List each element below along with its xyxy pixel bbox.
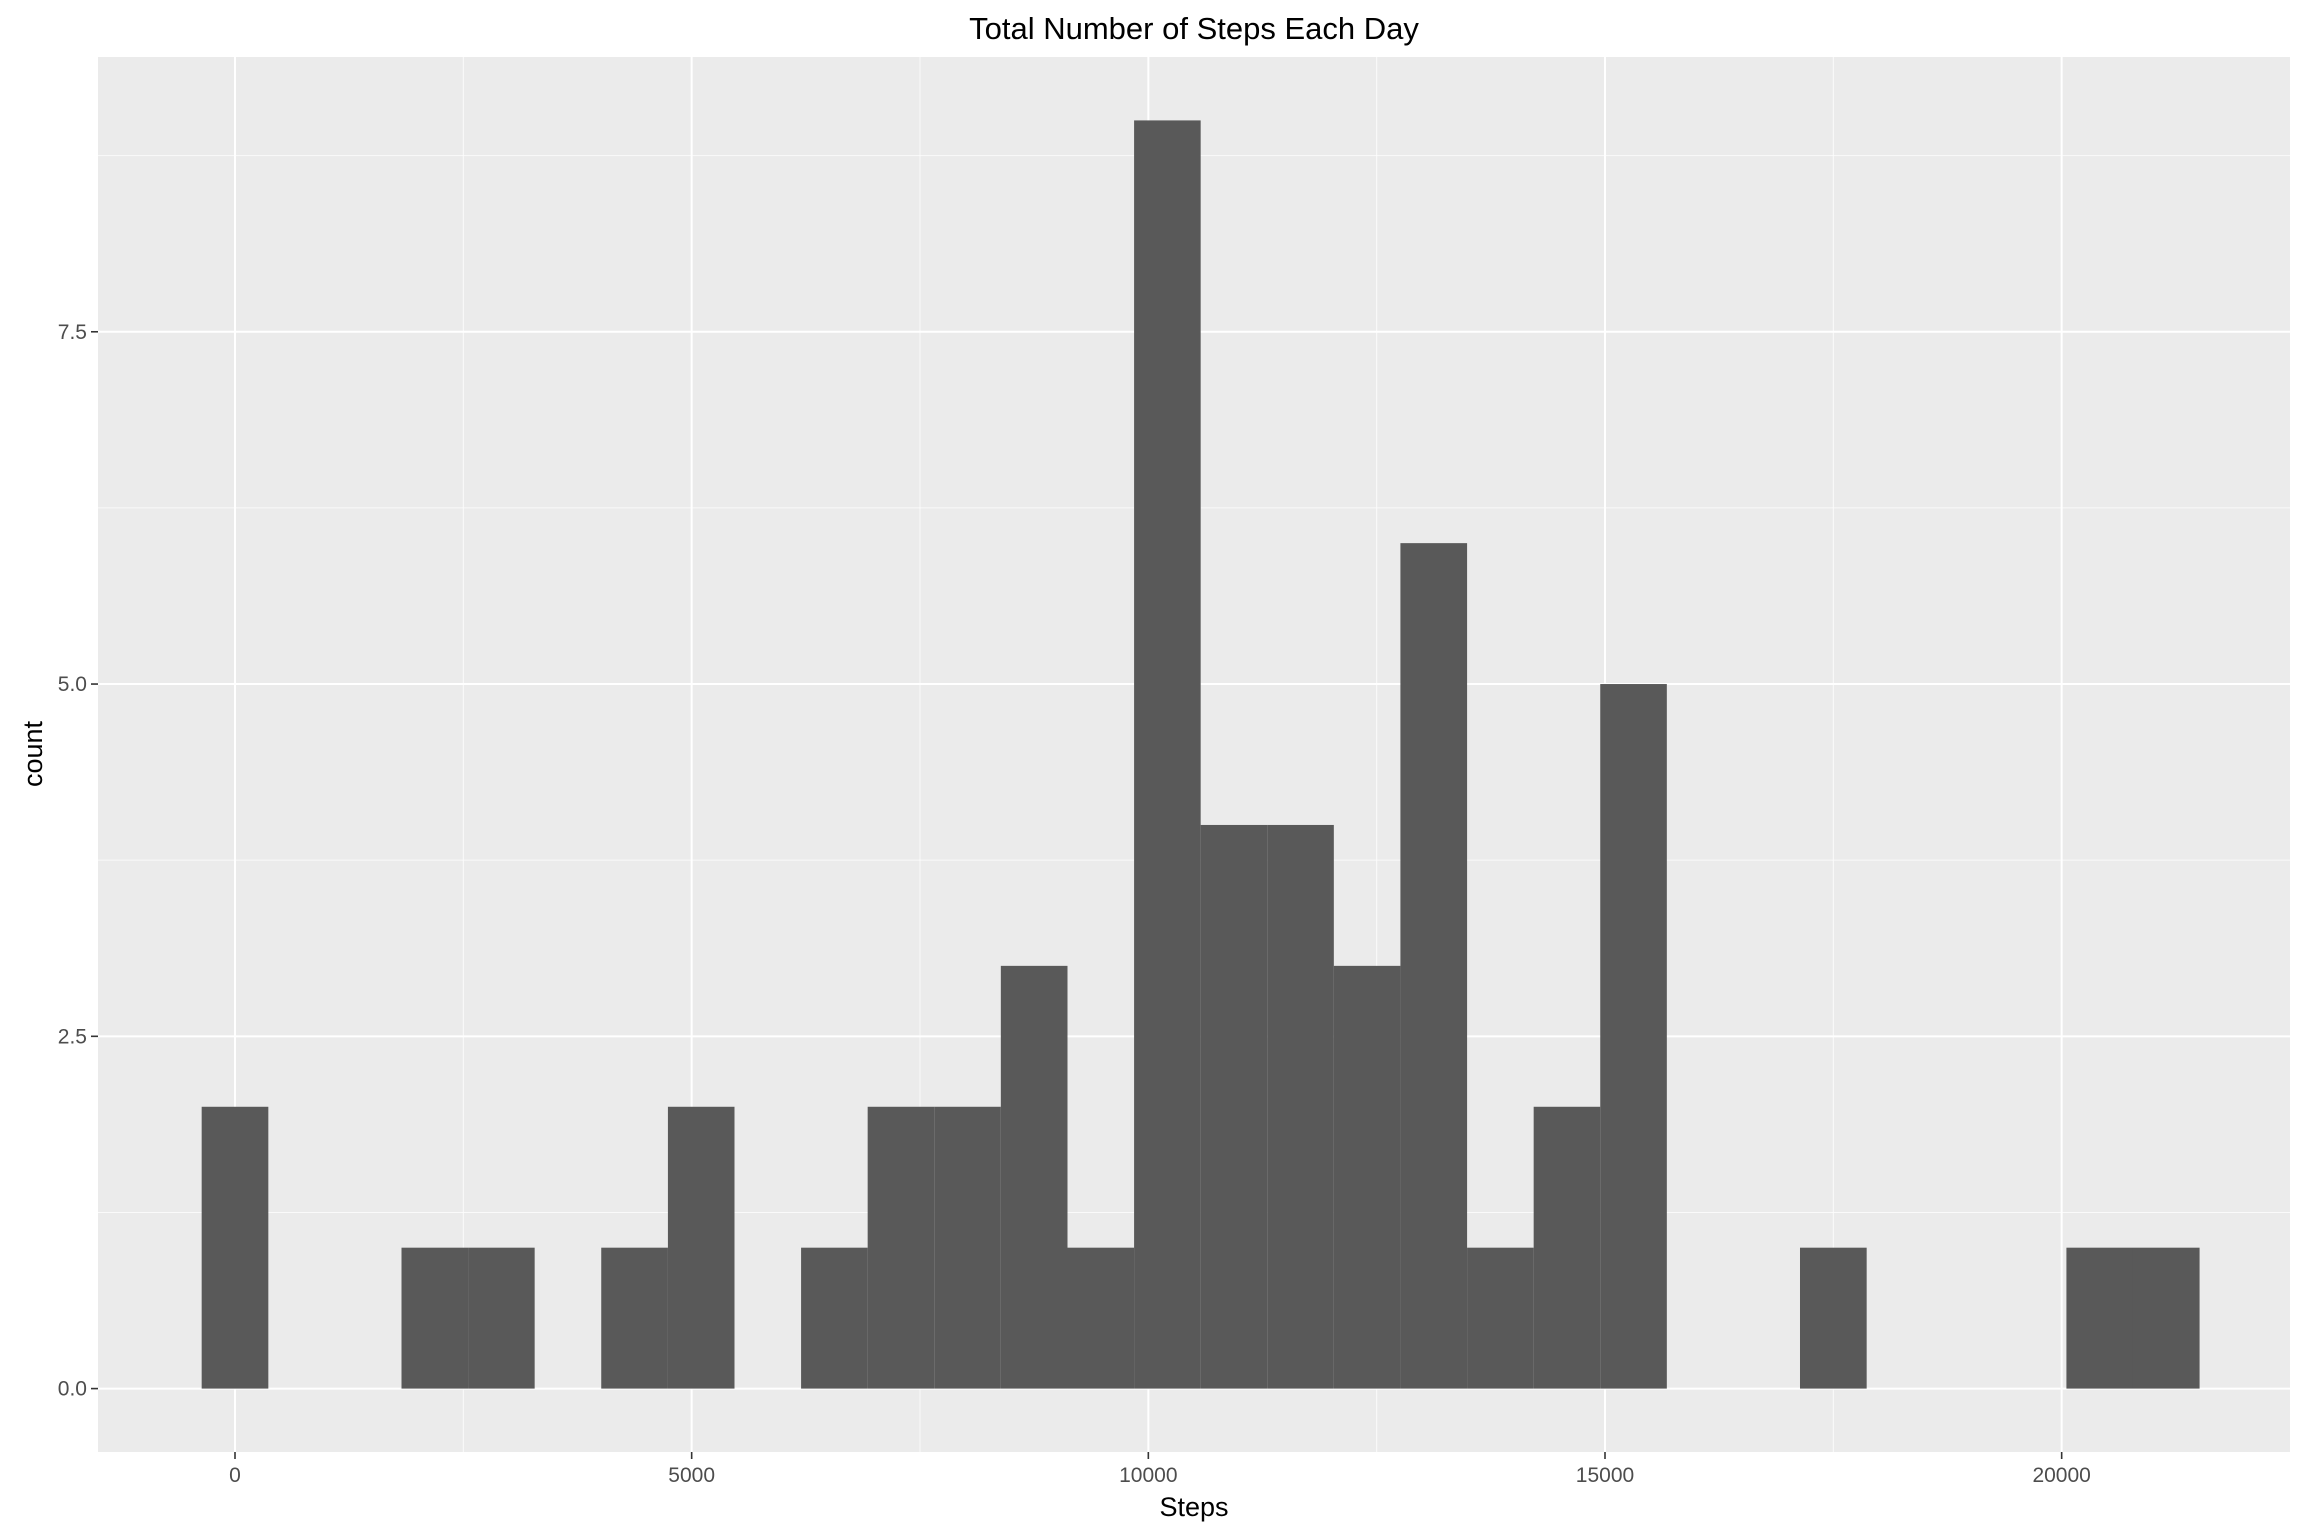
y-axis-title: count — [18, 720, 48, 787]
histogram-bar — [201, 1106, 269, 1389]
chart-title: Total Number of Steps Each Day — [969, 11, 1419, 46]
histogram-bar — [801, 1247, 868, 1389]
y-tick-label: 7.5 — [58, 321, 87, 344]
y-tick-label: 2.5 — [58, 1025, 87, 1048]
histogram-bar — [1467, 1247, 1534, 1389]
histogram-bar — [2132, 1247, 2200, 1389]
x-tick-label: 15000 — [1576, 1464, 1634, 1487]
x-tick-label: 5000 — [668, 1464, 715, 1487]
x-tick-label: 0 — [229, 1464, 241, 1487]
histogram-bar — [601, 1247, 668, 1389]
histogram-bar — [1200, 824, 1268, 1389]
x-axis: 0 5000 10000 15000 20000 — [229, 1452, 2091, 1487]
histogram-bars — [201, 120, 2200, 1389]
histogram-bar — [1533, 1106, 1601, 1389]
histogram-bar — [1267, 824, 1334, 1389]
histogram-bar — [1134, 120, 1201, 1389]
histogram-bar — [468, 1247, 535, 1389]
x-tick-label: 10000 — [1119, 1464, 1177, 1487]
x-axis-title: Steps — [1159, 1492, 1228, 1522]
histogram-bar — [934, 1106, 1001, 1389]
histogram-bar — [867, 1106, 935, 1389]
histogram-bar — [667, 1106, 735, 1389]
histogram-bar — [401, 1247, 469, 1389]
histogram-bar — [1799, 1247, 1867, 1389]
histogram-bar — [1600, 684, 1667, 1389]
histogram-bar — [1000, 965, 1068, 1389]
histogram-bar — [1333, 965, 1401, 1389]
histogram-bar — [2066, 1247, 2133, 1389]
histogram-bar — [1400, 543, 1468, 1389]
histogram-bar — [1067, 1247, 1135, 1389]
y-tick-label: 5.0 — [58, 673, 87, 696]
y-axis: 0.0 2.5 5.0 7.5 — [58, 321, 98, 1401]
x-tick-label: 20000 — [2032, 1464, 2090, 1487]
y-tick-label: 0.0 — [58, 1378, 87, 1401]
